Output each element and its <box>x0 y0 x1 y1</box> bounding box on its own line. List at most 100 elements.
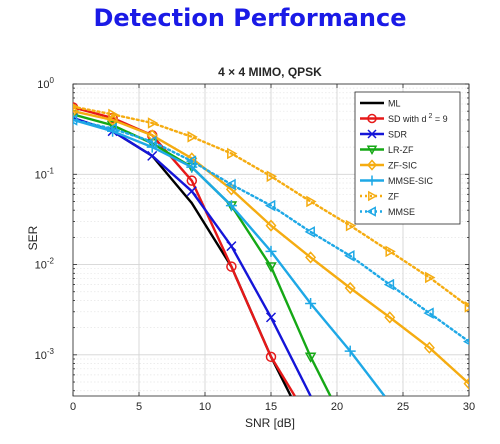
legend-label: SDR <box>388 130 408 140</box>
marker-x <box>147 150 158 161</box>
marker-diamond <box>366 159 378 171</box>
marker-triangle-left <box>106 122 117 135</box>
y-tick-label: 10-3 <box>35 347 55 362</box>
marker-triangle-left <box>423 307 434 319</box>
y-tick-base: 10 <box>37 79 49 91</box>
marker-triangle-left <box>366 206 376 217</box>
marker-triangle-left <box>146 135 157 148</box>
x-tick-label: 5 <box>136 401 142 413</box>
marker-x <box>186 186 197 197</box>
marker-triangle-right <box>306 195 317 208</box>
legend-label: ZF-SIC <box>388 161 417 171</box>
legend-label: MMSE <box>388 207 415 217</box>
marker-triangle-right <box>425 271 436 284</box>
marker-triangle-left <box>225 178 236 191</box>
marker-triangle-left <box>383 278 395 291</box>
series-line <box>73 118 469 343</box>
marker-circle <box>226 261 237 272</box>
y-tick-exponent: -3 <box>47 347 55 356</box>
series-zf-sic <box>73 105 469 390</box>
legend-box <box>354 91 461 225</box>
series-line <box>73 105 469 309</box>
legend-label-text: ZF <box>388 192 399 202</box>
marker-triangle-right <box>368 190 378 202</box>
legend-label: LR-ZF <box>388 145 414 155</box>
marker-triangle-left <box>185 155 197 167</box>
marker-diamond <box>305 251 317 264</box>
y-tick-base: 10 <box>35 169 47 181</box>
marker-triangle-right <box>385 245 396 258</box>
x-tick-label: 30 <box>463 401 475 413</box>
legend-label: ZF <box>388 192 399 202</box>
plot-series <box>73 102 469 396</box>
legend-label-text: ML <box>388 99 401 109</box>
marker-diamond <box>463 377 469 390</box>
y-tick-label: 10-1 <box>35 166 55 181</box>
y-tick-label: 100 <box>37 76 54 91</box>
marker-triangle-left <box>344 250 355 262</box>
marker-triangle-right <box>187 131 198 143</box>
marker-triangle-left <box>304 226 315 238</box>
legend-label: MMSE-SIC <box>388 176 434 186</box>
marker-plus <box>344 345 356 357</box>
chart-title: 4 × 4 MIMO, QPSK <box>218 65 322 79</box>
series-zf <box>73 103 469 313</box>
legend-entry: SDR <box>360 129 408 140</box>
y-tick-base: 10 <box>35 350 47 362</box>
legend-label: ML <box>388 99 401 109</box>
marker-circle <box>265 351 277 363</box>
y-tick-base: 10 <box>35 260 47 272</box>
marker-diamond <box>265 219 277 232</box>
legend-entry: ZF <box>360 190 399 202</box>
marker-plus <box>265 245 277 257</box>
marker-x <box>265 312 277 323</box>
marker-diamond <box>423 341 435 354</box>
series-mmse-sic <box>73 114 386 396</box>
legend-entry: LR-ZF <box>360 145 414 156</box>
legend-label-text: ZF-SIC <box>388 161 417 171</box>
x-tick-label: 0 <box>70 401 76 413</box>
y-axis-label: SER <box>26 225 40 250</box>
marker-triangle-right <box>345 219 357 232</box>
legend-label-text: SD with d <box>388 114 427 124</box>
legend-label-text: SDR <box>388 130 408 140</box>
marker-plus <box>225 200 237 212</box>
marker-circle <box>367 113 377 124</box>
marker-triangle-down <box>73 110 79 121</box>
y-tick-exponent: -1 <box>47 166 55 175</box>
slide-title: Detection Performance <box>93 4 407 32</box>
marker-triangle-right <box>147 117 159 129</box>
legend-label-text: MMSE <box>388 207 415 217</box>
marker-triangle-down <box>265 262 277 273</box>
legend-label-text: MMSE-SIC <box>388 176 434 186</box>
y-tick-label: 10-2 <box>35 257 55 272</box>
x-axis-label: SNR [dB] <box>245 416 295 430</box>
legend-label-suffix: = 9 <box>432 114 447 124</box>
marker-triangle-down <box>304 352 317 363</box>
marker-plus <box>305 298 317 310</box>
legend-entry: ZF-SIC <box>360 159 417 171</box>
legend-label-sup: 2 <box>429 113 433 120</box>
marker-triangle-down <box>366 145 378 156</box>
legend-entry: ML <box>360 99 401 109</box>
x-tick-label: 25 <box>397 401 409 413</box>
marker-x <box>367 129 377 139</box>
marker-triangle-right <box>266 170 278 183</box>
legend-entry: MMSE-SIC <box>360 175 434 186</box>
series-line <box>73 110 469 385</box>
marker-diamond <box>344 281 356 295</box>
marker-diamond <box>384 311 396 324</box>
marker-diamond <box>73 105 79 118</box>
series-mmse <box>73 114 469 346</box>
marker-triangle-left <box>73 114 78 126</box>
legend-entry: MMSE <box>360 206 415 217</box>
marker-triangle-left <box>264 199 276 212</box>
y-tick-exponent: -2 <box>47 257 55 266</box>
marker-triangle-right <box>464 301 469 313</box>
marker-triangle-right <box>227 147 238 160</box>
